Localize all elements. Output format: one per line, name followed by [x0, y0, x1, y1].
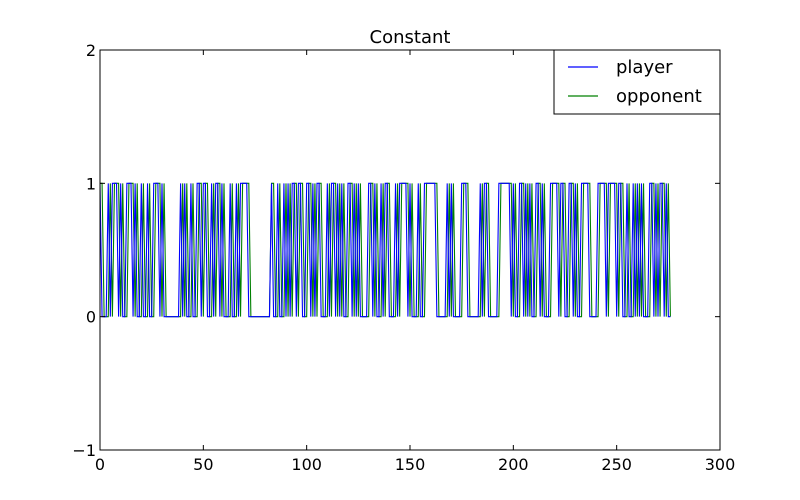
y-tick-label: −1	[72, 441, 96, 460]
y-tick-label: 2	[86, 41, 96, 60]
x-tick-label: 0	[95, 455, 105, 474]
series-layer	[100, 182, 671, 318]
x-tick-label: 200	[498, 455, 529, 474]
x-tick-label: 300	[705, 455, 736, 474]
y-tick-label: 0	[86, 308, 96, 327]
chart-title: Constant	[370, 27, 451, 48]
y-tick-label: 1	[86, 174, 96, 193]
series-line-player	[100, 182, 671, 318]
x-tick-label: 150	[395, 455, 426, 474]
legend-label-opponent: opponent	[616, 86, 702, 107]
legend-box	[553, 49, 721, 115]
x-tick-label: 100	[291, 455, 322, 474]
legend-label-player: player	[616, 57, 673, 78]
x-tick-label: 250	[601, 455, 632, 474]
x-tick-label: 50	[193, 455, 213, 474]
legend: player opponent	[553, 49, 721, 115]
